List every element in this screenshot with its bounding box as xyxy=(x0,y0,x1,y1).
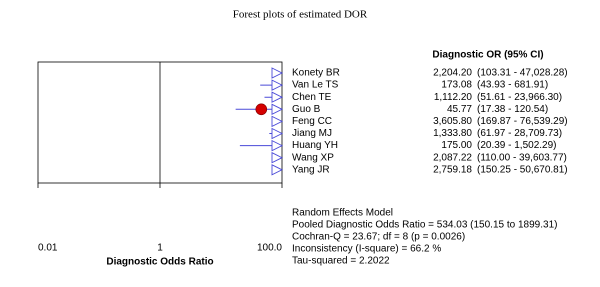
study-label: Guo B xyxy=(292,104,321,115)
value-label: 175.00 xyxy=(441,140,472,151)
ci-label: (51.61 - 23,966.30) xyxy=(477,92,562,103)
summary-note: Random Effects Model xyxy=(292,208,393,219)
x-tick-label: 100.0 xyxy=(257,243,282,254)
summary-note: Inconsistency (I-square) = 66.2 % xyxy=(292,244,441,255)
study-label: Van Le TS xyxy=(292,80,339,91)
value-label: 2,759.18 xyxy=(433,164,472,175)
x-tick-label: 1 xyxy=(157,243,163,254)
value-label: 1,333.80 xyxy=(433,128,472,139)
ci-arrow xyxy=(271,127,284,140)
ci-arrow xyxy=(271,151,284,164)
value-label: 2,087.22 xyxy=(433,152,472,163)
study-label: Huang YH xyxy=(292,140,338,151)
ci-arrow xyxy=(271,79,284,91)
point-estimate xyxy=(255,103,268,116)
value-label: 1,112.20 xyxy=(434,92,473,103)
study-label: Konety BR xyxy=(292,68,340,79)
ci-label: (17.38 - 120.54) xyxy=(477,104,548,115)
ci-arrow xyxy=(271,103,284,116)
ci-label: (110.00 - 39,603.77) xyxy=(477,152,567,163)
summary-note: Tau-squared = 2.2022 xyxy=(292,256,390,267)
ci-arrow xyxy=(271,164,284,176)
ci-label: (20.39 - 1,502.29) xyxy=(477,140,557,151)
value-label: 3,605.80 xyxy=(433,116,472,127)
value-label: 173.08 xyxy=(441,80,472,91)
value-label: 2,204.20 xyxy=(433,68,472,79)
ci-arrow xyxy=(271,139,284,152)
ci-arrow xyxy=(271,115,284,128)
x-axis-label: Diagnostic Odds Ratio xyxy=(106,257,213,268)
study-label: Wang XP xyxy=(292,152,334,163)
column-header: Diagnostic OR (95% CI) xyxy=(432,50,543,61)
chart-title: Forest plots of estimated DOR xyxy=(233,9,368,21)
ci-label: (150.25 - 50,670.81) xyxy=(477,164,568,175)
study-label: Jiang MJ xyxy=(292,128,332,139)
study-label: Yang JR xyxy=(292,164,330,175)
summary-note: Cochran-Q = 23.67; df = 8 (p = 0.0026) xyxy=(292,232,465,243)
value-label: 45.77 xyxy=(447,104,472,115)
ci-arrow xyxy=(271,67,284,79)
ci-arrow xyxy=(271,91,284,103)
ci-label: (103.31 - 47,028.28) xyxy=(477,68,568,79)
study-label: Chen TE xyxy=(292,92,332,103)
study-label: Feng CC xyxy=(292,116,332,127)
ci-label: (169.87 - 76,539.29) xyxy=(477,116,568,127)
ci-label: (43.93 - 681.91) xyxy=(477,80,548,91)
summary-note: Pooled Diagnostic Odds Ratio = 534.03 (1… xyxy=(292,220,557,231)
ci-label: (61.97 - 28,709.73) xyxy=(477,128,562,139)
x-tick-label: 0.01 xyxy=(38,243,58,254)
